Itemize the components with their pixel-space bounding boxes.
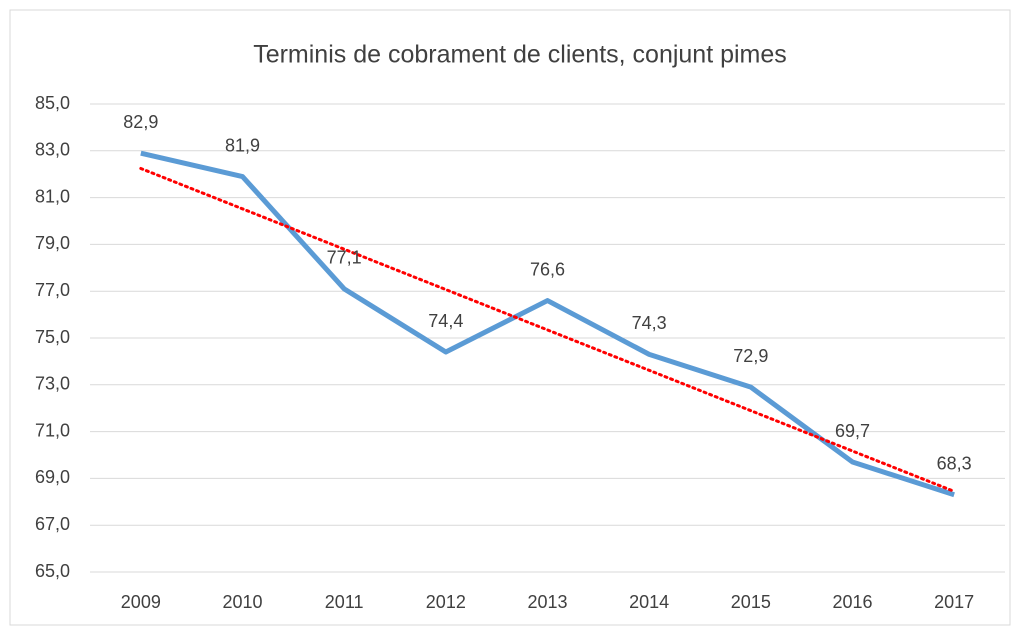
- y-tick-label: 65,0: [35, 561, 70, 581]
- y-tick-label: 85,0: [35, 93, 70, 113]
- x-tick-label: 2012: [426, 592, 466, 612]
- x-tick-label: 2010: [222, 592, 262, 612]
- y-tick-label: 71,0: [35, 420, 70, 440]
- data-label: 82,9: [123, 112, 158, 132]
- data-label: 81,9: [225, 135, 260, 155]
- x-tick-label: 2015: [731, 592, 771, 612]
- data-label: 69,7: [835, 421, 870, 441]
- data-label: 74,3: [632, 313, 667, 333]
- y-tick-label: 83,0: [35, 140, 70, 160]
- y-tick-label: 75,0: [35, 327, 70, 347]
- x-tick-label: 2014: [629, 592, 669, 612]
- y-tick-label: 79,0: [35, 233, 70, 253]
- y-tick-label: 73,0: [35, 374, 70, 394]
- x-tick-label: 2013: [527, 592, 567, 612]
- y-tick-label: 67,0: [35, 514, 70, 534]
- x-tick-label: 2009: [121, 592, 161, 612]
- data-label: 72,9: [733, 346, 768, 366]
- chart-title: Terminis de cobrament de clients, conjun…: [253, 41, 787, 69]
- data-label: 74,4: [428, 311, 463, 331]
- x-tick-label: 2017: [934, 592, 974, 612]
- data-label: 77,1: [327, 248, 362, 268]
- data-label: 68,3: [937, 454, 972, 474]
- y-tick-label: 81,0: [35, 186, 70, 206]
- x-tick-label: 2011: [325, 592, 364, 612]
- y-tick-label: 77,0: [35, 280, 70, 300]
- data-label: 76,6: [530, 259, 565, 279]
- y-tick-label: 69,0: [35, 467, 70, 487]
- x-tick-label: 2016: [832, 592, 872, 612]
- trend-line: [139, 166, 956, 493]
